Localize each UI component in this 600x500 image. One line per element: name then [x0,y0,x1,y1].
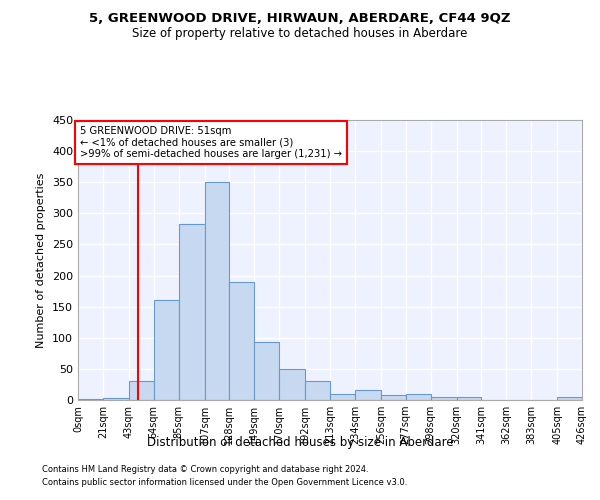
Bar [103,398,129,400]
Bar [179,224,205,400]
Bar [254,342,279,400]
Bar [229,282,254,400]
Text: Distribution of detached houses by size in Aberdare: Distribution of detached houses by size … [146,436,454,449]
Bar [205,182,229,400]
Text: Contains HM Land Registry data © Crown copyright and database right 2024.: Contains HM Land Registry data © Crown c… [42,466,368,474]
Bar [279,369,305,400]
Bar [330,394,355,400]
Text: 5 GREENWOOD DRIVE: 51sqm
← <1% of detached houses are smaller (3)
>99% of semi-d: 5 GREENWOOD DRIVE: 51sqm ← <1% of detach… [80,126,343,160]
Bar [305,380,330,400]
Text: 5, GREENWOOD DRIVE, HIRWAUN, ABERDARE, CF44 9QZ: 5, GREENWOOD DRIVE, HIRWAUN, ABERDARE, C… [89,12,511,26]
Bar [406,394,431,400]
Bar [78,399,103,400]
Text: Size of property relative to detached houses in Aberdare: Size of property relative to detached ho… [133,28,467,40]
Y-axis label: Number of detached properties: Number of detached properties [37,172,46,348]
Text: Contains public sector information licensed under the Open Government Licence v3: Contains public sector information licen… [42,478,407,487]
Bar [557,397,582,400]
Bar [431,397,457,400]
Bar [129,382,154,400]
Bar [154,300,179,400]
Bar [381,395,406,400]
Bar [355,390,381,400]
Bar [457,397,481,400]
